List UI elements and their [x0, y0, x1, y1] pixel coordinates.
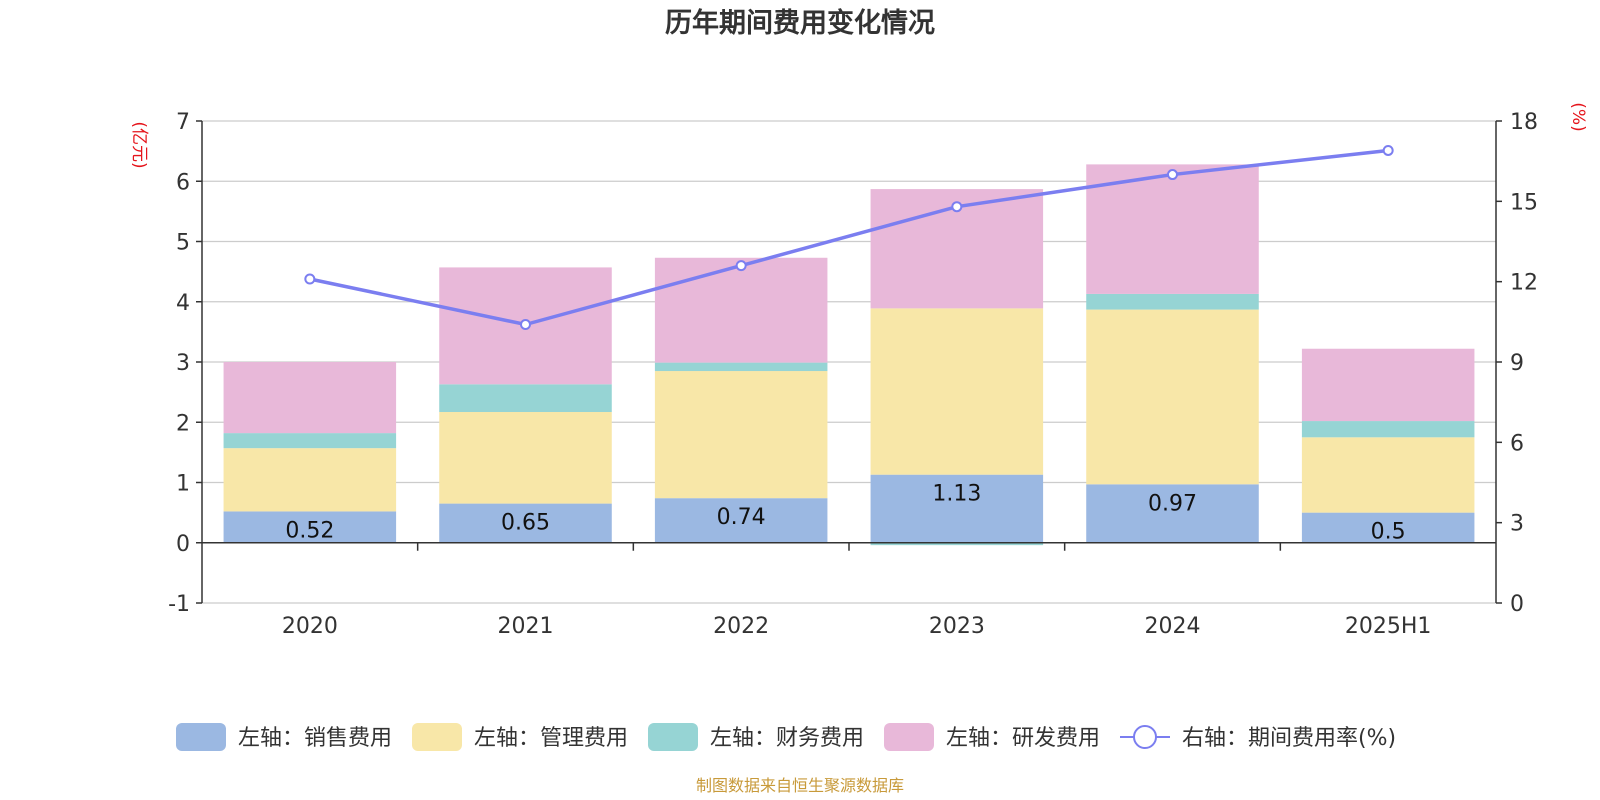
right-axis-tick-label: 0	[1510, 592, 1524, 617]
legend-label: 左轴：销售费用	[238, 726, 392, 751]
bar-segment	[1301, 437, 1475, 513]
data-label: 0.74	[717, 505, 766, 530]
bar-segment	[439, 412, 612, 504]
legend-marker	[1133, 725, 1157, 749]
series-line	[309, 148, 1389, 327]
bar-segment	[1086, 484, 1259, 543]
line-point	[735, 260, 747, 272]
bar-segment	[1086, 164, 1259, 294]
x-axis-tick-label: 2024	[1145, 614, 1201, 639]
x-axis-tick-label: 2023	[929, 614, 985, 639]
line-layer	[304, 144, 1394, 331]
right-axis-tick-label: 18	[1510, 110, 1538, 135]
x-axis-tick-label: 2022	[713, 614, 769, 639]
legend-swatch	[412, 723, 462, 751]
bar-segment	[870, 474, 1044, 543]
bar-segment	[223, 433, 397, 449]
right-axis-tick-label: 3	[1510, 512, 1524, 537]
x-axis-tick-label: 2025H1	[1345, 614, 1432, 639]
left-axis-tick-label: 0	[176, 532, 190, 557]
data-label: 0.97	[1148, 491, 1197, 516]
bar-segment	[1086, 309, 1259, 485]
x-axis-tick-label: 2020	[282, 614, 338, 639]
legend-label: 右轴：期间费用率(%)	[1182, 726, 1396, 751]
left-axis-tick-label: 5	[176, 231, 190, 256]
left-axis-tick-label: 4	[176, 291, 190, 316]
line-point	[1167, 169, 1178, 181]
bar-segment	[654, 257, 828, 363]
legend-swatch	[648, 723, 698, 751]
data-label: 0.5	[1371, 520, 1406, 545]
legend-label: 左轴：研发费用	[946, 726, 1100, 751]
data-label: 0.52	[285, 518, 334, 543]
line-point	[304, 273, 316, 285]
bar-segment	[654, 362, 828, 372]
bar-segment	[1301, 421, 1475, 438]
line-point	[520, 319, 531, 331]
left-axis-tick-label: 7	[176, 110, 190, 135]
legend-swatch	[884, 723, 934, 751]
bar-segment	[1301, 512, 1475, 543]
bar-segment	[1086, 293, 1259, 310]
bar-segment	[223, 511, 397, 543]
line-point	[951, 201, 963, 213]
left-axis-unit: (亿元)	[129, 121, 149, 168]
right-axis-tick-label: 12	[1510, 271, 1538, 296]
left-axis-tick-label: 6	[176, 170, 190, 195]
legend: 左轴：销售费用 左轴：管理费用 左轴：财务费用 左轴：研发费用 右轴：期间费用率(%)	[176, 723, 1396, 751]
bar-segment	[870, 542, 1044, 546]
bar-segment	[1301, 348, 1475, 422]
legend-label: 左轴：管理费用	[474, 726, 628, 751]
bar-segment	[223, 362, 397, 434]
left-axis-tick-label: 3	[176, 351, 190, 376]
left-axis-tick-label: 2	[176, 411, 190, 436]
bar-layer	[223, 164, 1475, 546]
data-label: 1.13	[932, 482, 981, 507]
chart-title: 历年期间费用变化情况	[665, 7, 935, 39]
right-axis-tick-label: 15	[1510, 190, 1538, 215]
bar-segment	[654, 371, 828, 499]
legend-swatch	[176, 723, 226, 751]
source-note: 制图数据来自恒生聚源数据库	[696, 776, 904, 795]
bar-segment	[654, 498, 828, 543]
legend-label: 左轴：财务费用	[710, 726, 864, 751]
bar-segment	[439, 384, 612, 413]
right-axis-tick-label: 6	[1510, 431, 1524, 456]
right-axis-unit: (%)	[1568, 102, 1588, 131]
bar-segment	[223, 448, 397, 512]
data-label: 0.65	[501, 511, 550, 536]
label-layer: 0.52 0.65 0.74 1.13 0.97 0.5	[285, 482, 1405, 545]
right-axis-tick-label: 9	[1510, 351, 1524, 376]
x-axis-tick-label: 2021	[498, 614, 554, 639]
left-axis-tick-label: -1	[168, 592, 190, 617]
left-axis-tick-label: 1	[176, 472, 190, 497]
bar-segment	[439, 503, 612, 543]
line-point	[1382, 144, 1394, 156]
bar-segment	[870, 308, 1044, 475]
